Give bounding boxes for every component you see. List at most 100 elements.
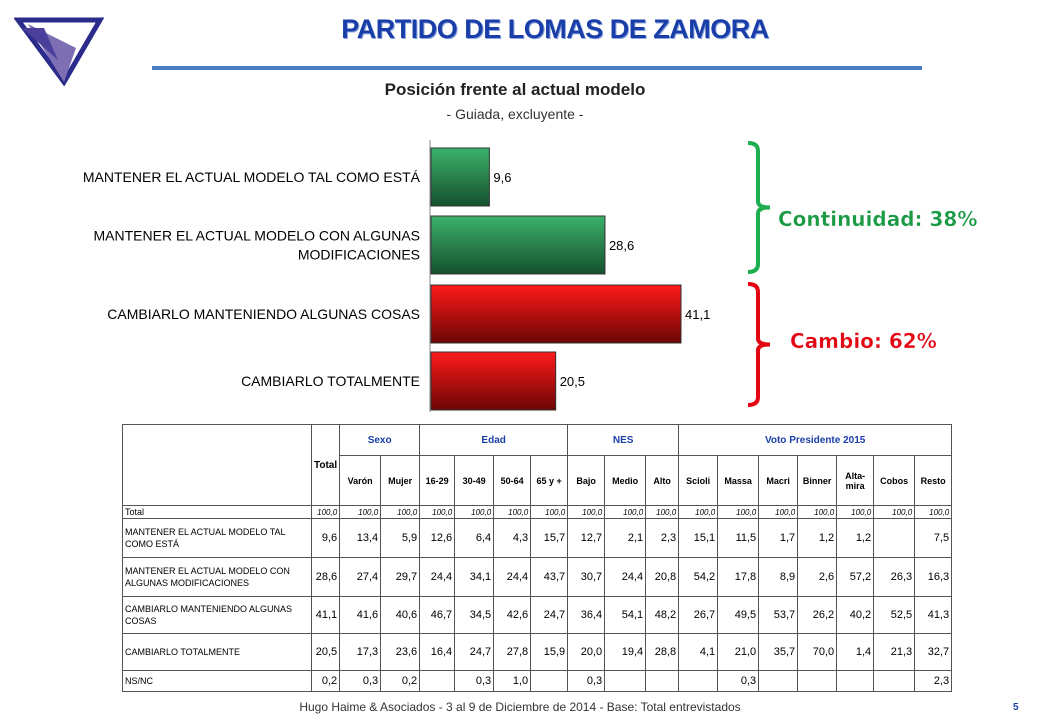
table-cell: 8,9 (758, 557, 799, 597)
table-row: MANTENER EL ACTUAL MODELO CON ALGUNAS MO… (122, 557, 953, 597)
table-cell: 0,3 (339, 670, 382, 692)
table-column-header: Mujer (380, 455, 421, 506)
bar-value-label: 9,6 (493, 170, 511, 185)
table-cell: 0,3 (567, 670, 606, 692)
table-column-header: Alta-mira (836, 455, 875, 506)
table-cell: 41,3 (914, 596, 953, 634)
table-column-header: Scioli (678, 455, 719, 506)
table-cell: 1,0 (493, 670, 532, 692)
table-cell: 42,6 (493, 596, 532, 634)
table-cell: 12,7 (567, 518, 606, 558)
title-rule (152, 66, 922, 70)
table-cell: 20,8 (645, 557, 680, 597)
table-cell: 70,0 (797, 633, 838, 671)
table-row-label: CAMBIARLO TOTALMENTE (122, 633, 312, 671)
table-cell: 1,2 (797, 518, 838, 558)
table-cell: 100,0 (493, 505, 532, 519)
inverted-triangle-logo (14, 17, 104, 86)
table-row-label: CAMBIARLO MANTENIENDO ALGUNAS COSAS (122, 596, 312, 634)
table-column-header: Resto (914, 455, 953, 506)
table-cell: 54,2 (678, 557, 719, 597)
table-cell: 100,0 (645, 505, 680, 519)
table-subheader-row: Varón Mujer 16-29 30-49 50-64 65 y + Bajo Medio… (123, 455, 953, 506)
table-cell: 20,0 (567, 633, 606, 671)
table-cell: 41,6 (339, 596, 382, 634)
table-cell: 36,4 (567, 596, 606, 634)
table-cell: 100,0 (339, 505, 382, 519)
table-column-header: 16-29 (419, 455, 456, 506)
table-cell: 100,0 (530, 505, 569, 519)
table-cell: 9,6 (310, 518, 341, 558)
bar (430, 215, 606, 275)
table-row-label: MANTENER EL ACTUAL MODELO TAL COMO ESTÁ (122, 518, 312, 558)
table-row: MANTENER EL ACTUAL MODELO TAL COMO ESTÁ 9… (122, 518, 953, 558)
table-cell: 2,3 (645, 518, 680, 558)
table-column-header: Bajo (567, 455, 606, 506)
table-group-header: Voto Presidente 2015 (678, 423, 953, 457)
table-cell: 20,5 (310, 633, 341, 671)
table-column-header: 30-49 (454, 455, 495, 506)
table-group-header: Edad (419, 423, 569, 457)
table-cell: 34,5 (454, 596, 495, 634)
table-cell: 100,0 (454, 505, 495, 519)
page-number: 5 (1013, 702, 1019, 713)
bar-value-label: 41,1 (685, 307, 710, 322)
table-column-header: Massa (717, 455, 760, 506)
table-cell: 0,3 (717, 670, 760, 692)
table-row: CAMBIARLO MANTENIENDO ALGUNAS COSAS 41,1 4… (122, 596, 953, 634)
table-cell (419, 670, 456, 692)
table-cell: 46,7 (419, 596, 456, 634)
table-cell: 15,7 (530, 518, 569, 558)
table-cell: 29,7 (380, 557, 421, 597)
table-column-header: Medio (604, 455, 647, 506)
category-label: CAMBIARLO TOTALMENTE (241, 373, 420, 389)
table-cell (758, 670, 799, 692)
table-cell: 100,0 (567, 505, 606, 519)
table-cell: 100,0 (678, 505, 719, 519)
page-title: PARTIDO DE LOMAS DE ZAMORA (341, 14, 769, 44)
table-cell: 1,7 (758, 518, 799, 558)
table-cell: 100,0 (758, 505, 799, 519)
table-cell: 100,0 (380, 505, 421, 519)
table-cell: 15,1 (678, 518, 719, 558)
table-cell: 32,7 (914, 633, 953, 671)
table-column-header: Macri (758, 455, 799, 506)
table-cell: 27,8 (493, 633, 532, 671)
table-cell: 2,6 (797, 557, 838, 597)
table-cell (873, 518, 916, 558)
table-cell: 49,5 (717, 596, 760, 634)
table-cell: 0,3 (454, 670, 495, 692)
table-cell: 5,9 (380, 518, 421, 558)
table-cell: 12,6 (419, 518, 456, 558)
table-cell: 30,7 (567, 557, 606, 597)
table-column-header: Alto (645, 455, 680, 506)
table-cell (836, 670, 875, 692)
table-cell: 11,5 (717, 518, 760, 558)
table-cell: 100,0 (797, 505, 838, 519)
table-cell: 17,3 (339, 633, 382, 671)
table-row: NS/NC 0,2 0,3 0,2 0,3 1,0 0,3 0,3 2,3 (122, 670, 953, 692)
table-cell: 2,3 (914, 670, 953, 692)
table-cell: 23,6 (380, 633, 421, 671)
table-cell: 52,5 (873, 596, 916, 634)
category-label: MODIFICACIONES (298, 247, 420, 263)
table-cell: 40,2 (836, 596, 875, 634)
table-cell (873, 670, 916, 692)
table-cell: 100,0 (604, 505, 647, 519)
table-column-header: 65 y + (530, 455, 569, 506)
bar-value-label: 28,6 (609, 238, 634, 253)
table-cell: 17,8 (717, 557, 760, 597)
table-cell: 48,2 (645, 596, 680, 634)
chart-subtitle: - Guiada, excluyente - (446, 106, 584, 122)
table-cell: 0,2 (380, 670, 421, 692)
bar (430, 351, 557, 411)
table-group-header: Sexo (339, 423, 421, 457)
table-cell: 19,4 (604, 633, 647, 671)
table-cell: 13,4 (339, 518, 382, 558)
table-cell: 16,4 (419, 633, 456, 671)
bar-chart: 9,6 MANTENER EL ACTUAL MODELO TAL COMO ES… (83, 140, 978, 412)
table-column-header: Binner (797, 455, 838, 506)
table-cell: 100,0 (873, 505, 916, 519)
table-cell: 7,5 (914, 518, 953, 558)
table-total-header: Total (310, 424, 341, 506)
